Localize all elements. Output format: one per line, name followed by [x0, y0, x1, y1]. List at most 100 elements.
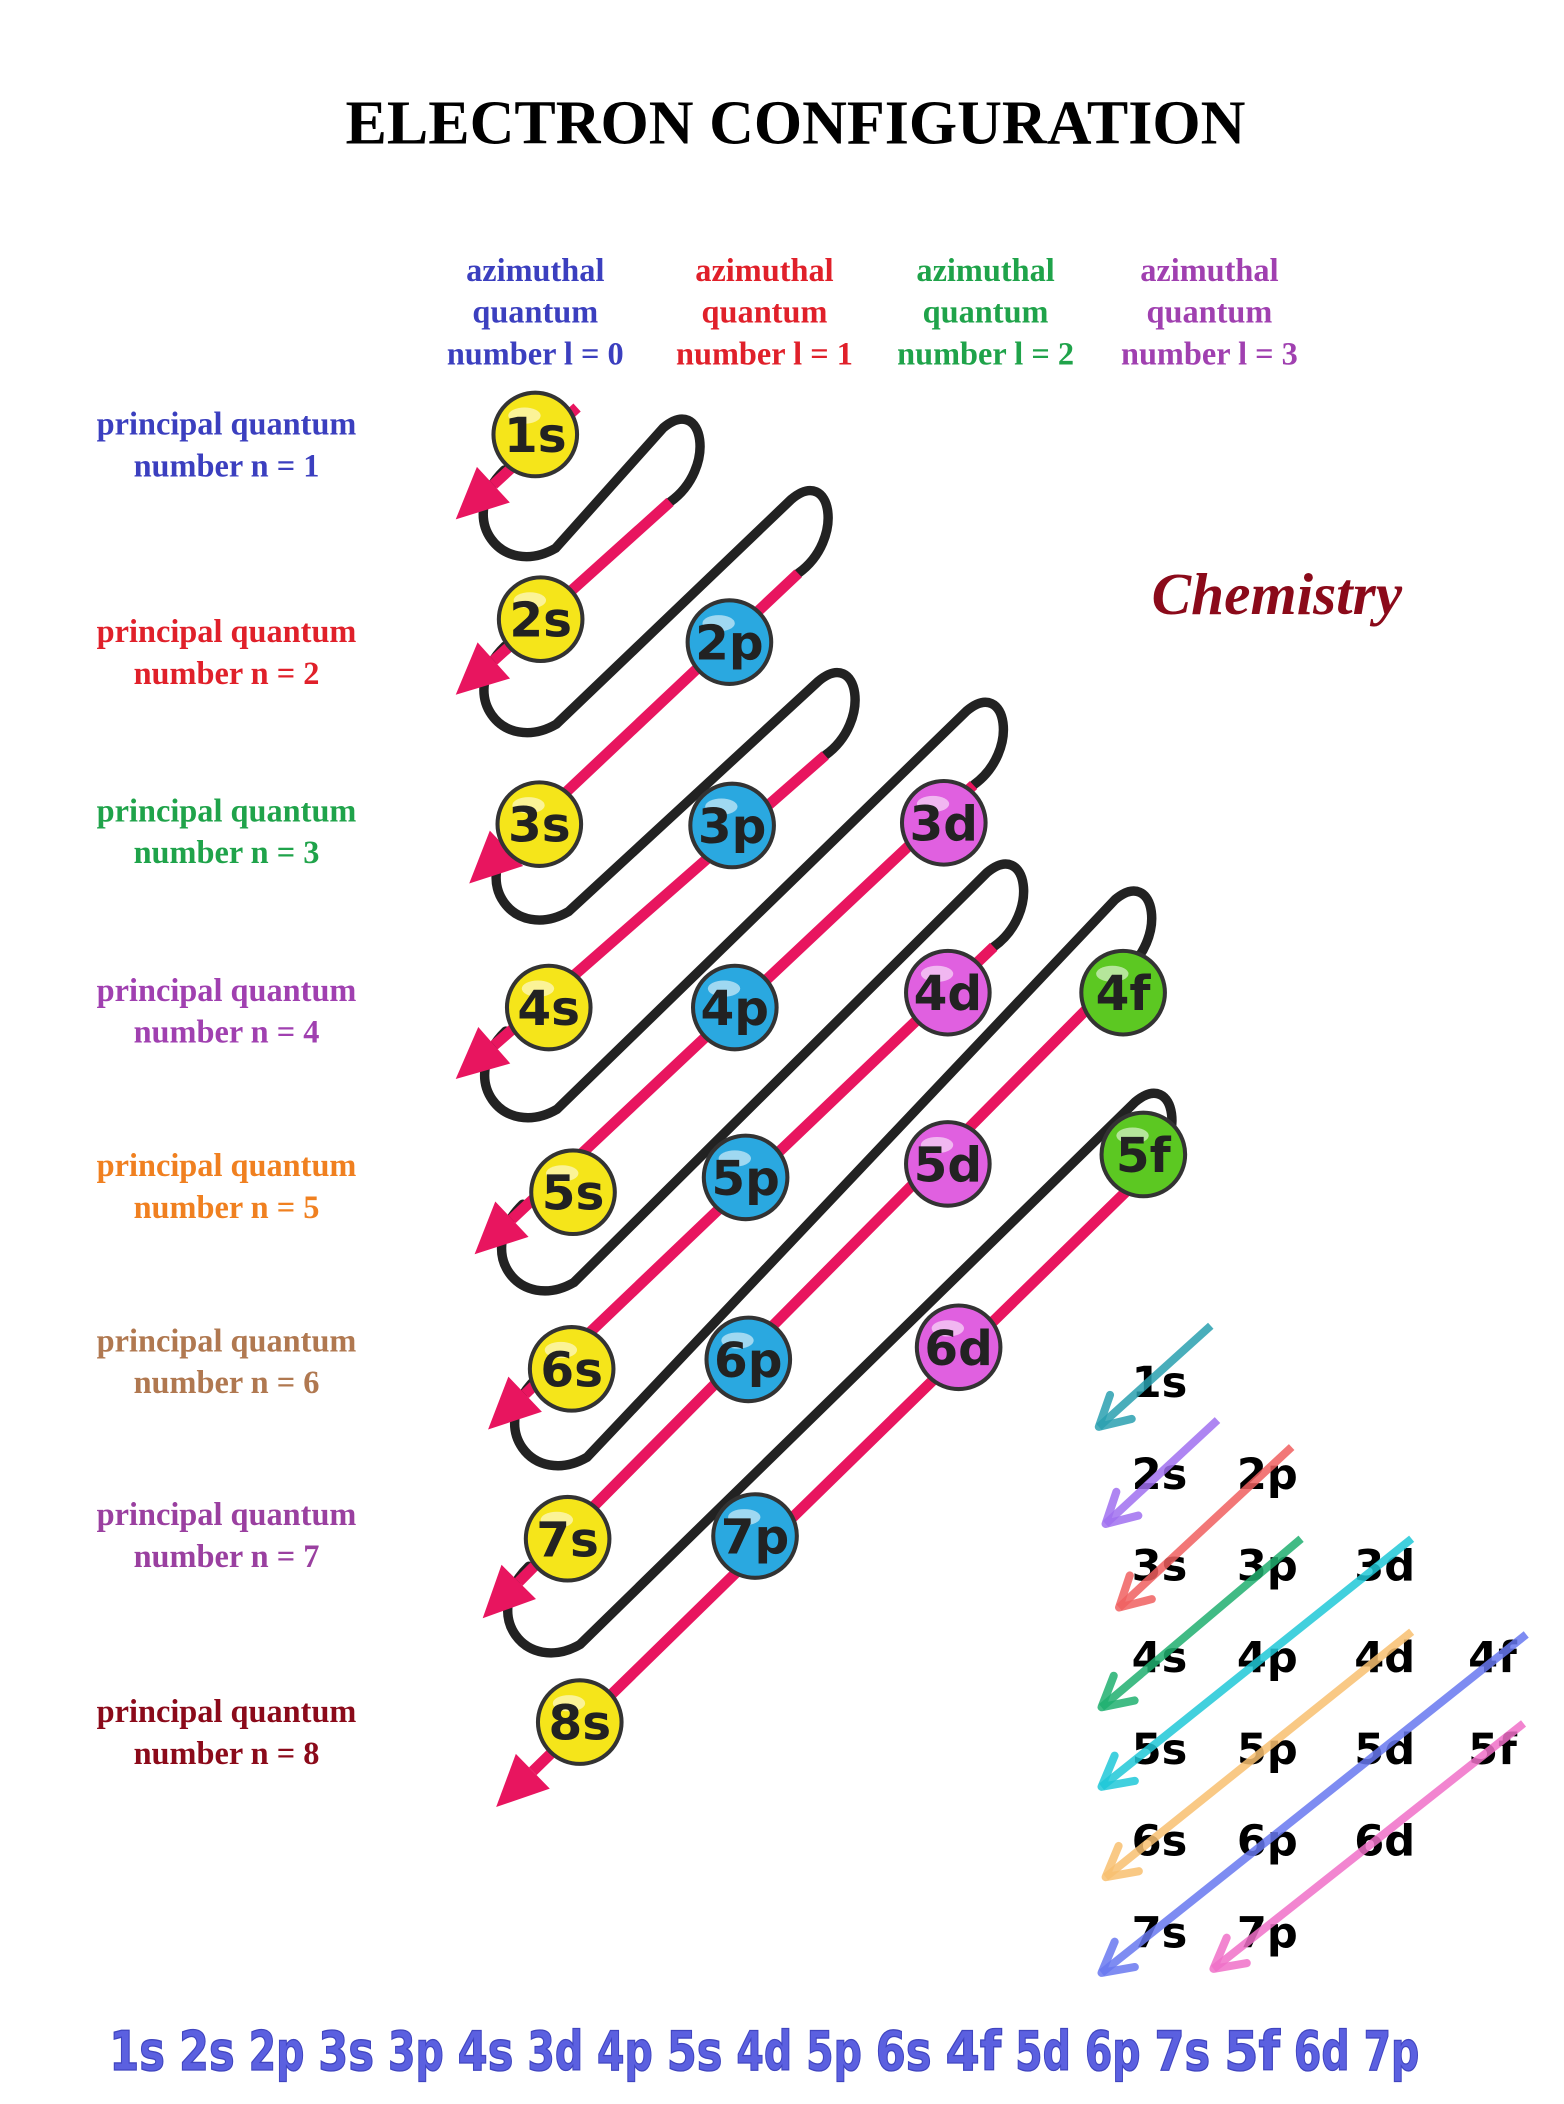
- mini-orbital-label: 6d: [1354, 1817, 1415, 1867]
- sequence-orbital: 3p: [388, 2020, 444, 2083]
- orbital-label: 2s: [509, 593, 572, 649]
- orbital-4d: 4d: [904, 948, 992, 1037]
- orbital-label: 4f: [1096, 966, 1152, 1022]
- orbital-label: 5p: [711, 1151, 780, 1207]
- azimuthal-label: number l = 3: [1121, 335, 1298, 371]
- principal-label: number n = 2: [134, 655, 320, 691]
- mini-arrow: [1103, 1628, 1415, 1881]
- orbital-label: 6p: [714, 1333, 783, 1389]
- principal-label: principal quantum: [97, 1322, 357, 1358]
- azimuthal-label: azimuthal: [695, 252, 833, 288]
- orbital-6s: 6s: [527, 1325, 616, 1413]
- azimuthal-label: azimuthal: [1140, 252, 1278, 288]
- arrowhead-icon: [1097, 1671, 1139, 1712]
- azimuthal-label: azimuthal: [466, 252, 604, 288]
- orbital-label: 3p: [698, 799, 766, 855]
- mini-arrow: [1210, 1720, 1527, 1972]
- highlight: [540, 1511, 574, 1528]
- principal-label: principal quantum: [97, 1693, 357, 1729]
- principal-label: number n = 4: [134, 1014, 320, 1050]
- highlight: [552, 1695, 586, 1712]
- principal-label: principal quantum: [97, 613, 357, 649]
- highlight: [1096, 965, 1129, 982]
- arrowhead-icon: [1101, 1487, 1143, 1528]
- loop-line: [480, 697, 1009, 1123]
- principal-label: number n = 8: [134, 1735, 320, 1771]
- arrowhead-icon: [455, 466, 510, 520]
- mini-orbital-label: 1s: [1132, 1358, 1188, 1408]
- loop-line: [510, 886, 1157, 1471]
- highlight: [508, 407, 541, 424]
- orbital-label: 7s: [536, 1512, 599, 1568]
- orbital-4p: 4p: [690, 963, 779, 1052]
- sequence-orbital: 6p: [1085, 2020, 1141, 2083]
- orbital-label: 5f: [1116, 1128, 1172, 1184]
- loop-line: [497, 859, 1029, 1296]
- principal-label: number n = 1: [134, 447, 320, 483]
- azimuthal-label: number l = 2: [897, 335, 1074, 371]
- highlight: [916, 795, 950, 813]
- orbital-2p: 2p: [685, 598, 774, 686]
- arrowhead-icon: [455, 642, 511, 695]
- orbital-7p: 7p: [711, 1492, 799, 1580]
- principal-label: principal quantum: [97, 972, 357, 1008]
- sequence-orbital: 4p: [597, 2020, 653, 2083]
- azimuthal-label: quantum: [702, 294, 828, 330]
- orbital-4s: 4s: [504, 963, 593, 1052]
- orbital-label: 4d: [914, 966, 983, 1022]
- principal-label: principal quantum: [97, 792, 357, 828]
- sequence-orbital: 6d: [1294, 2020, 1350, 2083]
- principal-label: principal quantum: [97, 1147, 357, 1183]
- sequence-orbital: 5s: [667, 2020, 723, 2083]
- highlight: [544, 1341, 578, 1359]
- orbital-4f: 4f: [1079, 948, 1167, 1037]
- sequence-orbital: 2s: [179, 2020, 235, 2083]
- arrowhead-icon: [496, 1753, 550, 1808]
- highlight: [718, 1150, 751, 1167]
- highlight: [546, 1165, 579, 1182]
- highlight: [705, 798, 738, 815]
- sequence-orbital: 7p: [1364, 2020, 1420, 2083]
- orbital-3d: 3d: [899, 778, 988, 867]
- chemistry-brand: Chemistry: [1152, 561, 1403, 627]
- highlight: [521, 980, 555, 997]
- orbital-label: 2p: [695, 616, 763, 672]
- orbital-5f: 5f: [1099, 1110, 1188, 1199]
- arrowhead-icon: [1097, 1751, 1139, 1791]
- mini-orbital-label: 3d: [1354, 1542, 1415, 1592]
- azimuthal-label: quantum: [1146, 294, 1272, 330]
- arrowhead-icon: [1097, 1937, 1139, 1977]
- azimuthal-label: quantum: [472, 294, 598, 330]
- mini-arrow: [1099, 1535, 1415, 1790]
- highlight: [1116, 1127, 1149, 1144]
- sequence-orbital: 5f: [1224, 2020, 1280, 2083]
- arrowhead-icon: [1094, 1390, 1136, 1431]
- mini-arrow: [1099, 1631, 1529, 1977]
- azimuthal-label: quantum: [923, 294, 1049, 330]
- black-loops: [478, 414, 1177, 1658]
- loop-line: [478, 414, 705, 562]
- orbital-circles: 1s 2s 2p 3s 3p 3d 4s 4p 4d 4f 5s 5p 5d 5f 6s 6p 6d 7s 7p 8s: [491, 390, 1188, 1766]
- mini-orbital-label: 6s: [1132, 1817, 1188, 1867]
- arrowhead-icon: [469, 830, 524, 884]
- orbital-label: 1s: [504, 408, 567, 464]
- sequence-orbital: 4f: [945, 2020, 1001, 2083]
- mini-arrow: [1102, 1417, 1221, 1527]
- mini-arrow: [1096, 1322, 1214, 1430]
- orbital-6d: 6d: [914, 1303, 1003, 1392]
- highlight: [513, 592, 547, 609]
- mini-arrow: [1116, 1444, 1295, 1611]
- orbital-5d: 5d: [904, 1120, 992, 1208]
- sequence-orbital: 2p: [249, 2020, 305, 2083]
- sequence-orbital: 6s: [876, 2020, 932, 2083]
- orbital-label: 6s: [540, 1342, 603, 1398]
- page-title: ELECTRON CONFIGURATION: [346, 89, 1246, 157]
- highlight: [721, 1332, 754, 1349]
- arrowhead-icon: [1101, 1841, 1143, 1882]
- principal-label: number n = 6: [134, 1364, 320, 1400]
- highlight: [702, 615, 735, 632]
- principal-label: number n = 7: [134, 1538, 320, 1574]
- sequence-orbital: 1s: [109, 2020, 165, 2083]
